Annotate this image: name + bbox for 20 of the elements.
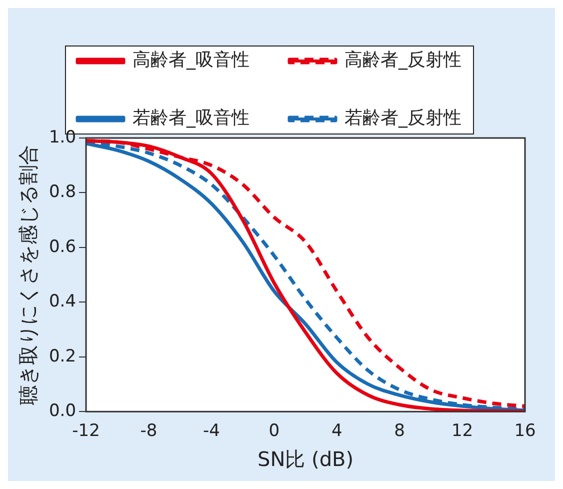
- y-tick-label: 1.0: [48, 127, 76, 148]
- y-tick-label: 0.0: [48, 401, 76, 422]
- legend-label: 若齢者_反射性: [344, 108, 462, 129]
- x-tick-label: 16: [514, 421, 536, 442]
- x-axis-title: SN比 (dB): [257, 447, 354, 472]
- y-tick-label: 0.2: [48, 346, 76, 366]
- y-tick-label: 0.6: [48, 236, 76, 257]
- legend-label: 若齢者_吸音性: [132, 108, 250, 129]
- y-axis-title: 聴き取りにくさを感じる割合: [16, 144, 40, 405]
- x-tick-label: -8: [140, 421, 158, 442]
- x-tick-label: 0: [268, 421, 280, 442]
- x-tick-label: -4: [202, 421, 220, 442]
- x-tick-label: 12: [451, 421, 474, 442]
- x-tick-label: -12: [72, 421, 100, 442]
- y-tick-label: 0.8: [48, 182, 76, 202]
- legend-label: 高齢者_反射性: [344, 50, 462, 71]
- x-tick-label: 8: [394, 421, 405, 442]
- legend-label: 高齢者_吸音性: [132, 50, 250, 71]
- y-tick-label: 0.4: [48, 292, 76, 312]
- x-tick-label: 4: [331, 421, 342, 442]
